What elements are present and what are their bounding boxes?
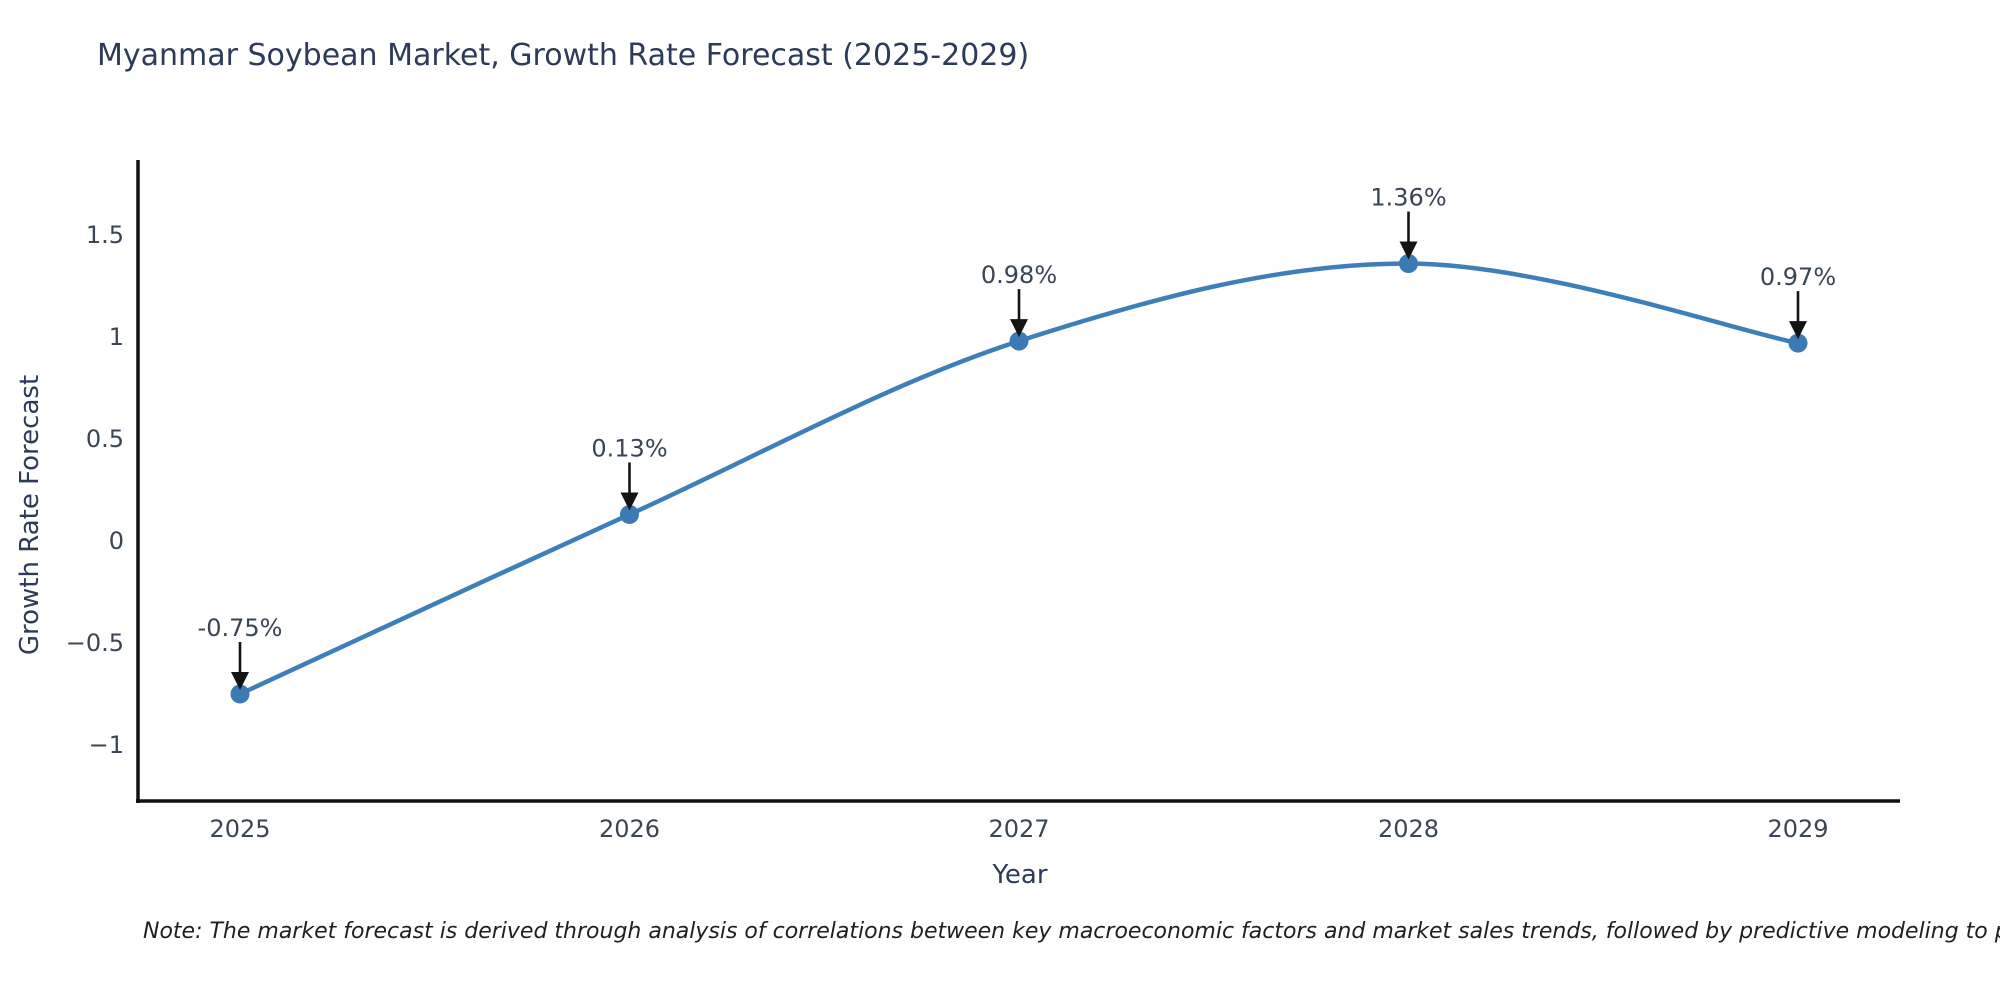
x-tick-label: 2025 [209, 815, 270, 843]
x-tick-label: 2027 [988, 815, 1049, 843]
annotation-arrowhead [1399, 241, 1418, 260]
y-tick-label: −1 [89, 731, 124, 759]
annotation-label: 0.13% [591, 434, 667, 462]
y-tick-label: 0.5 [86, 425, 124, 453]
data-point-2028 [1399, 254, 1418, 274]
annotation-arrowhead [620, 492, 639, 511]
data-point-2027 [1009, 331, 1029, 351]
footnote: Note: The market forecast is derived thr… [143, 919, 2000, 944]
data-point-2025 [230, 684, 250, 704]
annotation-label: -0.75% [198, 614, 283, 642]
x-tick-label: 2026 [599, 815, 660, 843]
x-axis-title: Year [992, 860, 1048, 890]
data-point-2026 [620, 504, 639, 524]
x-tick-label: 2029 [1767, 815, 1828, 843]
annotation-arrowhead [1789, 321, 1807, 340]
y-tick-label: −0.5 [66, 629, 124, 657]
annotation-label: 1.36% [1370, 184, 1446, 212]
annotation-arrowhead [231, 672, 249, 690]
annotation-label: 0.98% [981, 261, 1057, 289]
x-tick-label: 2028 [1378, 815, 1439, 843]
annotation-label: 0.97% [1760, 263, 1836, 291]
y-tick-label: 0 [109, 527, 124, 555]
data-point-2029 [1788, 333, 1808, 353]
annotation-arrowhead [1010, 319, 1028, 338]
y-tick-label: 1 [109, 323, 124, 351]
y-tick-label: 1.5 [86, 221, 124, 249]
chart-title: Myanmar Soybean Market, Growth Rate Fore… [97, 38, 1030, 73]
